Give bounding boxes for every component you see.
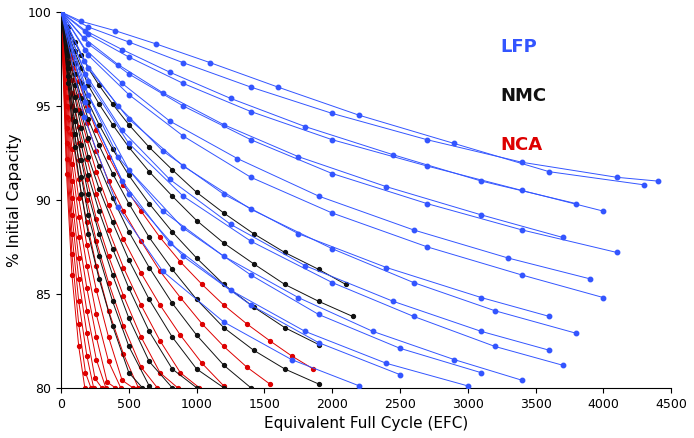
Text: NMC: NMC — [500, 87, 546, 105]
Y-axis label: % Initial Capacity: % Initial Capacity — [7, 133, 22, 267]
X-axis label: Equivalent Full Cycle (EFC): Equivalent Full Cycle (EFC) — [264, 416, 468, 431]
Text: NCA: NCA — [500, 136, 543, 154]
Text: LFP: LFP — [500, 38, 537, 56]
